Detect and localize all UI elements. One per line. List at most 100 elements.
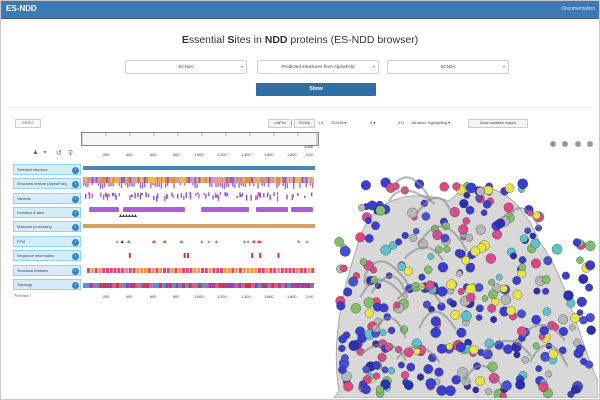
gene-select[interactable]: SCN2A ▾ — [331, 121, 347, 125]
location-pin-icon[interactable]: ⌖ — [43, 149, 47, 156]
confidence-segment — [272, 177, 275, 183]
topology-segment — [198, 283, 202, 288]
backbone-loop — [363, 260, 410, 286]
residue-sphere — [465, 205, 475, 215]
variant-mark — [217, 195, 220, 201]
residue-sphere — [475, 304, 484, 313]
expand-icon[interactable]: › — [72, 223, 79, 231]
residue-sphere — [488, 289, 498, 300]
expand-icon[interactable]: › — [72, 180, 79, 188]
settings-icon[interactable] — [549, 141, 556, 147]
residue-sphere — [334, 237, 344, 247]
undo-icon[interactable]: ↺ — [56, 150, 62, 157]
residue-sphere — [503, 344, 513, 355]
structural-feature — [292, 268, 296, 273]
feature-tracks[interactable] — [81, 163, 317, 293]
variant-mark — [217, 194, 219, 199]
expand-icon[interactable]: › — [72, 281, 79, 289]
variant-mark — [171, 192, 173, 197]
search-zoom-icon[interactable]: ⚲ — [68, 150, 74, 157]
track-label[interactable]: Sequence information › — [13, 250, 81, 261]
confidence-segment — [311, 177, 314, 183]
track-label[interactable]: Domains & sites › — [13, 207, 81, 218]
confidence-tick — [173, 183, 175, 189]
expand-icon[interactable]: › — [72, 209, 79, 217]
residue-sphere — [413, 348, 421, 355]
show-candidate-regions-button[interactable]: Show candidate regions — [468, 119, 528, 128]
confidence-tick — [196, 183, 198, 188]
expand-icon[interactable]: › — [72, 252, 79, 260]
confidence-tick — [215, 183, 217, 187]
seq-info-mark — [277, 253, 280, 258]
uniprot-tab[interactable]: UniProt — [268, 119, 292, 128]
confidence-segment — [148, 177, 151, 183]
topology-segment — [231, 283, 235, 288]
track-label[interactable]: Topology › — [13, 279, 81, 290]
residue-sphere — [487, 304, 496, 313]
gene-select-1[interactable]: SCN2A ▾ — [125, 60, 247, 74]
track-label[interactable]: Structural features › — [13, 265, 81, 276]
track-label[interactable]: Molecule processing › — [13, 221, 81, 232]
topology-segment — [251, 283, 255, 288]
reset-button[interactable]: RESET — [15, 119, 41, 128]
show-button[interactable]: Show — [256, 83, 376, 96]
structural-feature — [178, 268, 182, 273]
caret-up-icon[interactable]: ▲ — [32, 149, 39, 156]
residue-sphere — [343, 287, 353, 297]
track-label[interactable]: Selected structure › — [13, 164, 81, 175]
confidence-tick — [110, 183, 112, 187]
confidence-segment — [284, 177, 287, 183]
structural-feature — [296, 268, 299, 273]
track-label[interactable]: PTM › — [13, 236, 81, 247]
expand-icon[interactable]: › — [72, 166, 79, 174]
confidence-segment — [194, 177, 197, 183]
variant-mark — [208, 192, 210, 197]
confidence-segment — [143, 177, 146, 183]
gene-select-2[interactable]: SCN2A ▾ — [387, 60, 509, 74]
confidence-segment — [251, 177, 254, 183]
confidence-tick — [221, 183, 223, 189]
confidence-segment — [280, 177, 283, 183]
structural-feature — [140, 268, 144, 273]
expand-icon[interactable] — [574, 141, 581, 147]
top-tick-label: 200 — [103, 153, 110, 157]
residue-sphere — [377, 352, 387, 362]
topology-segment — [297, 283, 301, 288]
scn2a-tab[interactable]: SCN2A — [294, 119, 315, 128]
chain-select[interactable]: A ▾ — [370, 121, 376, 125]
residue-sphere — [465, 182, 477, 194]
close-icon[interactable] — [587, 141, 593, 147]
variant-mark — [141, 192, 143, 196]
residue-sphere — [576, 344, 586, 354]
residue-sphere — [456, 327, 467, 338]
confidence-segment — [236, 177, 239, 183]
sequence-navigation-ruler[interactable] — [81, 132, 319, 146]
info-icon[interactable] — [562, 141, 569, 147]
confidence-segment — [162, 177, 165, 183]
topology-segment — [205, 283, 209, 288]
topology-segment — [307, 283, 311, 288]
topology-segment — [182, 283, 186, 288]
confidence-segment — [263, 177, 266, 183]
structural-feature — [273, 268, 277, 273]
residue-sphere — [440, 233, 450, 243]
documentation-link[interactable]: Documentation — [561, 6, 595, 12]
variant-mark — [166, 193, 168, 199]
expand-icon[interactable]: › — [72, 267, 79, 275]
track-label[interactable]: Structural feature (AlphaFold) › — [13, 178, 81, 189]
highlight-select[interactable]: Variation: highlighting ▾ — [411, 121, 450, 125]
expand-icon[interactable]: › — [72, 238, 79, 246]
confidence-segment — [202, 177, 205, 183]
brand-logo[interactable]: ES-NDD — [6, 4, 37, 13]
molecule-viewer[interactable] — [319, 131, 599, 399]
site-marker — [131, 214, 134, 217]
residue-sphere — [360, 180, 371, 191]
track-label[interactable]: Variants › — [13, 193, 81, 204]
navbar: ES-NDD Documentation — [1, 1, 599, 19]
expand-icon[interactable]: › — [72, 195, 79, 203]
variant-mark — [131, 194, 133, 197]
confidence-segment — [154, 177, 157, 183]
confidence-segment — [261, 177, 264, 183]
residue-sphere — [483, 185, 493, 195]
structure-source-select[interactable]: Predicted structures from AlphaFold ▾ — [257, 60, 379, 74]
